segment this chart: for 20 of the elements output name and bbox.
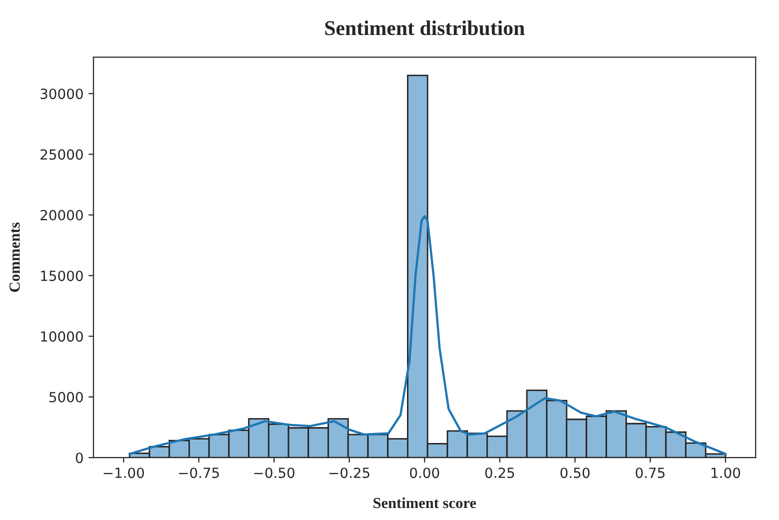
x-tick-label: 0.75	[636, 468, 665, 478]
y-axis-title: Comments	[10, 222, 20, 292]
x-tick-label: 1.00	[712, 468, 740, 478]
x-tick-label: 0.25	[485, 468, 514, 478]
y-tick-label: 30000	[40, 88, 83, 100]
x-tick-label: −1.00	[104, 468, 144, 478]
y-tick-label: 25000	[40, 149, 83, 160]
y-tick-label: 15000	[41, 270, 83, 282]
chart-title: Sentiment distribution	[325, 20, 525, 36]
y-tick-label: 5000	[49, 392, 83, 402]
y-tick-label: 20000	[40, 210, 83, 220]
x-tick-label: 0.00	[410, 468, 440, 478]
y-tick-label: 0	[76, 452, 83, 464]
x-tick-label: 0.50	[560, 468, 590, 478]
line-series	[128, 215, 727, 456]
x-tick-label: −0.25	[330, 468, 370, 478]
x-tick-label: −0.75	[179, 468, 219, 478]
y-tick-label: 10000	[41, 331, 83, 342]
x-tick-label: −0.50	[254, 468, 294, 478]
x-axis-title: Sentiment score	[374, 497, 476, 508]
